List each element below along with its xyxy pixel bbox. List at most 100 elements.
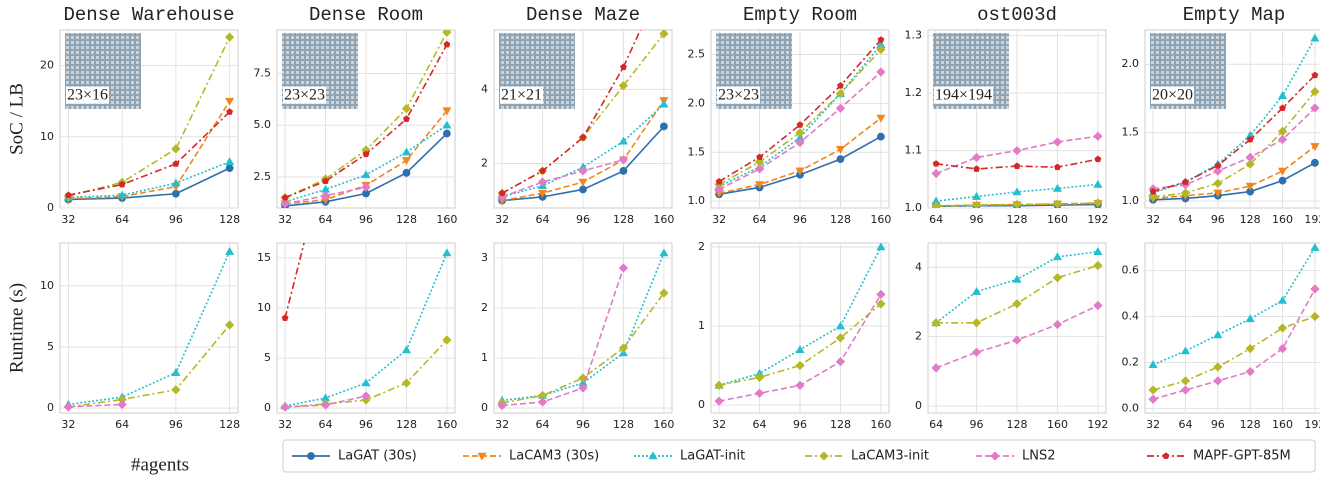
x-tick-label: 160 xyxy=(1272,418,1293,431)
x-tick-label: 128 xyxy=(1240,418,1261,431)
series-line xyxy=(1153,145,1316,200)
marker xyxy=(1245,152,1255,162)
marker xyxy=(442,30,452,37)
x-tick-label: 32 xyxy=(1146,213,1160,226)
marker xyxy=(1245,314,1255,323)
y-tick-label: 2.0 xyxy=(688,96,706,109)
marker xyxy=(1278,176,1287,185)
marker xyxy=(971,200,982,208)
marker xyxy=(835,88,846,99)
y-tick-label: 0.6 xyxy=(1122,264,1140,277)
marker xyxy=(754,372,765,383)
legend-label: MAPF-GPT-85M xyxy=(1193,449,1291,464)
marker xyxy=(618,136,628,145)
marker xyxy=(537,397,548,407)
x-tick-label: 128 xyxy=(396,213,417,226)
marker xyxy=(876,299,886,309)
marker xyxy=(819,451,829,461)
marker xyxy=(578,166,588,176)
y-tick-label: 2.5 xyxy=(254,170,272,183)
marker xyxy=(539,167,546,174)
marker xyxy=(972,286,982,295)
marker xyxy=(361,182,371,192)
marker xyxy=(1012,199,1022,208)
marker xyxy=(835,321,845,330)
inset-label-bg xyxy=(717,86,761,104)
marker xyxy=(226,108,233,115)
marker xyxy=(932,160,940,167)
marker xyxy=(320,190,331,201)
marker xyxy=(1148,394,1158,404)
x-tick-label: 192 xyxy=(1087,418,1108,431)
marker xyxy=(931,168,941,179)
marker xyxy=(225,164,234,173)
y-tick-label: 1.1 xyxy=(905,144,923,157)
marker xyxy=(578,178,588,187)
marker xyxy=(225,97,235,106)
x-tick-label: 64 xyxy=(319,213,333,226)
marker xyxy=(1310,86,1320,97)
y-axis-label: Runtime (s) xyxy=(6,283,27,373)
x-tick-label: 96 xyxy=(169,213,183,226)
y-tick-label: 15 xyxy=(257,251,271,264)
series-line xyxy=(68,36,231,197)
marker xyxy=(1052,199,1063,208)
marker xyxy=(618,263,629,273)
inset-label-bg xyxy=(934,86,994,104)
marker xyxy=(118,180,126,188)
marker xyxy=(1278,167,1288,176)
marker xyxy=(401,147,411,156)
y-tick-label: 4 xyxy=(915,260,922,273)
marker xyxy=(1054,163,1061,171)
marker xyxy=(1052,319,1063,330)
x-tick-label: 96 xyxy=(1211,418,1225,431)
inset-label-bg xyxy=(283,86,327,104)
series-line xyxy=(718,39,882,183)
marker xyxy=(224,32,235,42)
marker xyxy=(659,248,669,257)
y-tick-label: 2 xyxy=(481,157,488,170)
legend-box xyxy=(282,439,1316,473)
x-tick-label: 32 xyxy=(1146,418,1160,431)
x-tick-label: 160 xyxy=(1272,213,1293,226)
marker xyxy=(618,155,629,165)
plot-area xyxy=(59,242,239,414)
marker xyxy=(579,185,587,194)
series-line xyxy=(1152,247,1316,366)
x-tick-label: 160 xyxy=(436,213,457,226)
y-tick-label: 0.0 xyxy=(1122,401,1140,414)
series-layer xyxy=(280,30,452,208)
marker xyxy=(1277,344,1288,354)
x-tick-label: 32 xyxy=(712,418,726,431)
series-line xyxy=(1153,162,1316,201)
panel-title: ost003d xyxy=(977,4,1057,26)
y-tick-label: 10 xyxy=(40,130,54,143)
x-tick-label: 128 xyxy=(396,418,417,431)
x-tick-label: 64 xyxy=(319,418,333,431)
marker xyxy=(171,178,181,187)
marker xyxy=(361,170,371,179)
marker xyxy=(756,153,763,161)
y-tick-label: 0 xyxy=(47,201,54,214)
series-line xyxy=(1152,37,1316,194)
marker xyxy=(1012,274,1022,283)
marker xyxy=(659,99,669,108)
x-axis-label: #agents xyxy=(131,454,189,475)
marker xyxy=(1245,159,1255,169)
marker xyxy=(1149,187,1157,195)
marker xyxy=(835,356,846,367)
x-tick-label: 160 xyxy=(1047,418,1068,431)
marker xyxy=(1093,198,1103,208)
x-tick-label: 32 xyxy=(61,213,75,226)
marker xyxy=(795,167,805,176)
marker xyxy=(225,157,235,166)
marker xyxy=(537,177,548,187)
y-tick-label: 1.0 xyxy=(688,194,706,207)
marker xyxy=(1012,335,1022,345)
y-tick-label: 2 xyxy=(481,301,488,314)
inset-label: 23×23 xyxy=(284,87,325,104)
panel-title: Dense Maze xyxy=(526,4,640,26)
panel-title: Empty Map xyxy=(1183,4,1286,26)
inset-label: 194×194 xyxy=(935,87,992,104)
marker xyxy=(990,451,1000,461)
